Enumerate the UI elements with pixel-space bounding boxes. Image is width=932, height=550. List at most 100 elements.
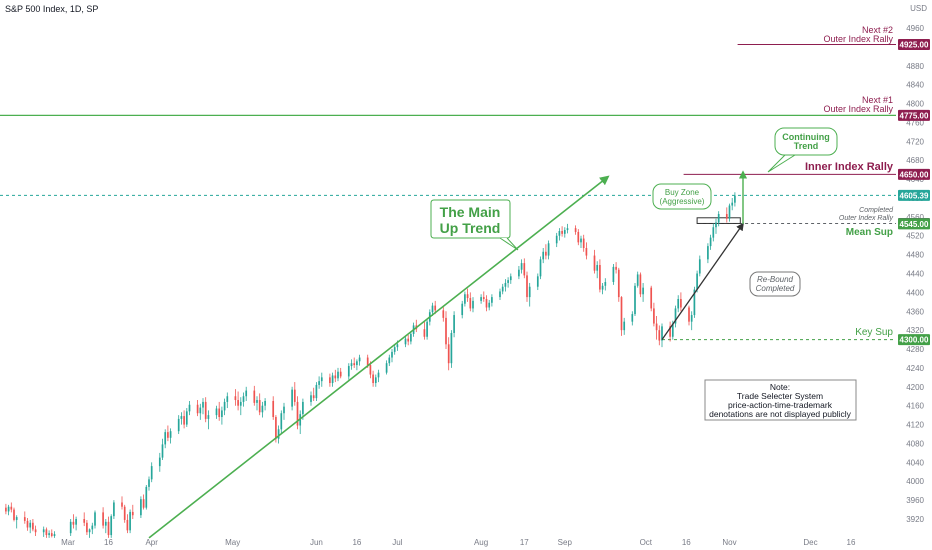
candle — [185, 408, 188, 427]
candle — [199, 403, 202, 420]
candle-body — [547, 243, 550, 256]
candle-body — [131, 511, 134, 516]
candle — [650, 285, 653, 312]
y-tick-label: 4160 — [906, 402, 924, 411]
candle — [83, 512, 86, 527]
candle-body — [199, 407, 202, 414]
candle-body — [88, 529, 91, 533]
candle-body — [431, 305, 434, 313]
candle-body — [350, 363, 353, 367]
note-box — [704, 379, 857, 421]
completed-line2: Outer Index Rally — [839, 215, 894, 222]
candle — [658, 325, 661, 346]
candle-body — [650, 287, 653, 309]
candle-body — [356, 361, 358, 366]
candle — [526, 271, 528, 302]
candle — [75, 516, 77, 531]
candle-body — [634, 285, 636, 315]
candle — [636, 271, 639, 288]
candle — [442, 305, 445, 322]
candle — [393, 344, 396, 355]
candle-body — [542, 251, 545, 260]
candle-body — [623, 321, 626, 331]
candle-body — [377, 372, 380, 378]
candle-body — [464, 294, 466, 304]
price-tag-label: 4300.00 — [900, 336, 929, 345]
candle — [253, 385, 256, 406]
candle — [469, 292, 472, 312]
rebound-line — [661, 222, 744, 340]
y-tick-label: 4080 — [906, 439, 924, 448]
candle-body — [234, 396, 237, 401]
candle — [293, 382, 296, 406]
candle-body — [283, 406, 285, 414]
x-tick-label: Jun — [310, 538, 323, 547]
candle-body — [164, 432, 167, 445]
candle — [585, 242, 588, 260]
candle-body — [280, 413, 283, 430]
candle — [623, 317, 626, 335]
candle — [296, 396, 299, 430]
y-tick-label: 4400 — [906, 288, 924, 297]
candle-body — [526, 275, 528, 298]
candle — [150, 462, 153, 483]
candle-body — [34, 529, 37, 533]
continuing-callout-pointer — [767, 154, 796, 173]
candle-body — [372, 374, 374, 384]
y-tick-label: 4840 — [906, 81, 924, 90]
candle — [372, 370, 374, 387]
candle — [669, 321, 671, 342]
x-tick-label: 16 — [847, 538, 856, 547]
candle — [374, 374, 377, 387]
candle-body — [555, 235, 558, 244]
annotation-buy-zone: Buy Zone (Aggressive) — [652, 183, 712, 210]
candle — [180, 412, 183, 425]
candle — [596, 261, 599, 279]
candle-body — [140, 499, 142, 516]
candle — [242, 392, 245, 407]
candle — [5, 503, 7, 515]
overlays — [148, 154, 796, 539]
y-tick-label: 3920 — [906, 515, 924, 524]
candle — [674, 305, 677, 328]
candle-body — [91, 525, 94, 530]
candle — [280, 410, 283, 435]
candle-body — [563, 230, 566, 234]
candle — [480, 294, 482, 304]
annotation-note: Note: Trade Selecter System price-action… — [704, 379, 857, 421]
candle — [653, 302, 655, 327]
note-line4: denotations are not displayed publicly — [709, 409, 852, 419]
candle — [188, 400, 191, 416]
candle — [539, 256, 542, 280]
candle — [461, 300, 464, 319]
candle-body — [169, 431, 172, 438]
candle-body — [523, 263, 526, 276]
candle — [485, 295, 488, 312]
candle-body — [698, 259, 701, 274]
candle — [145, 485, 148, 510]
candle-body — [469, 298, 472, 309]
buy-zone-line2: (Aggressive) — [660, 197, 705, 206]
price-tag: 4545.00 — [898, 218, 930, 230]
candle — [599, 259, 601, 293]
candle-body — [331, 375, 334, 384]
candle — [690, 311, 693, 331]
candle-body — [445, 317, 447, 345]
candle-body — [196, 404, 199, 414]
candle-body — [636, 274, 639, 286]
annotation-completed: Completed Outer Index Rally — [839, 207, 894, 222]
candle — [261, 401, 264, 418]
candle — [126, 514, 129, 534]
candle-body — [680, 298, 682, 308]
y-tick-label: 4560 — [906, 213, 924, 222]
x-tick-label: May — [225, 538, 240, 547]
candle — [331, 372, 334, 387]
candle-body — [585, 248, 588, 256]
candle-body — [707, 246, 709, 260]
candle — [34, 525, 37, 536]
candle-body — [7, 506, 10, 512]
candle-body — [237, 400, 239, 406]
completed-line1: Completed — [859, 207, 894, 214]
candle — [453, 311, 455, 338]
